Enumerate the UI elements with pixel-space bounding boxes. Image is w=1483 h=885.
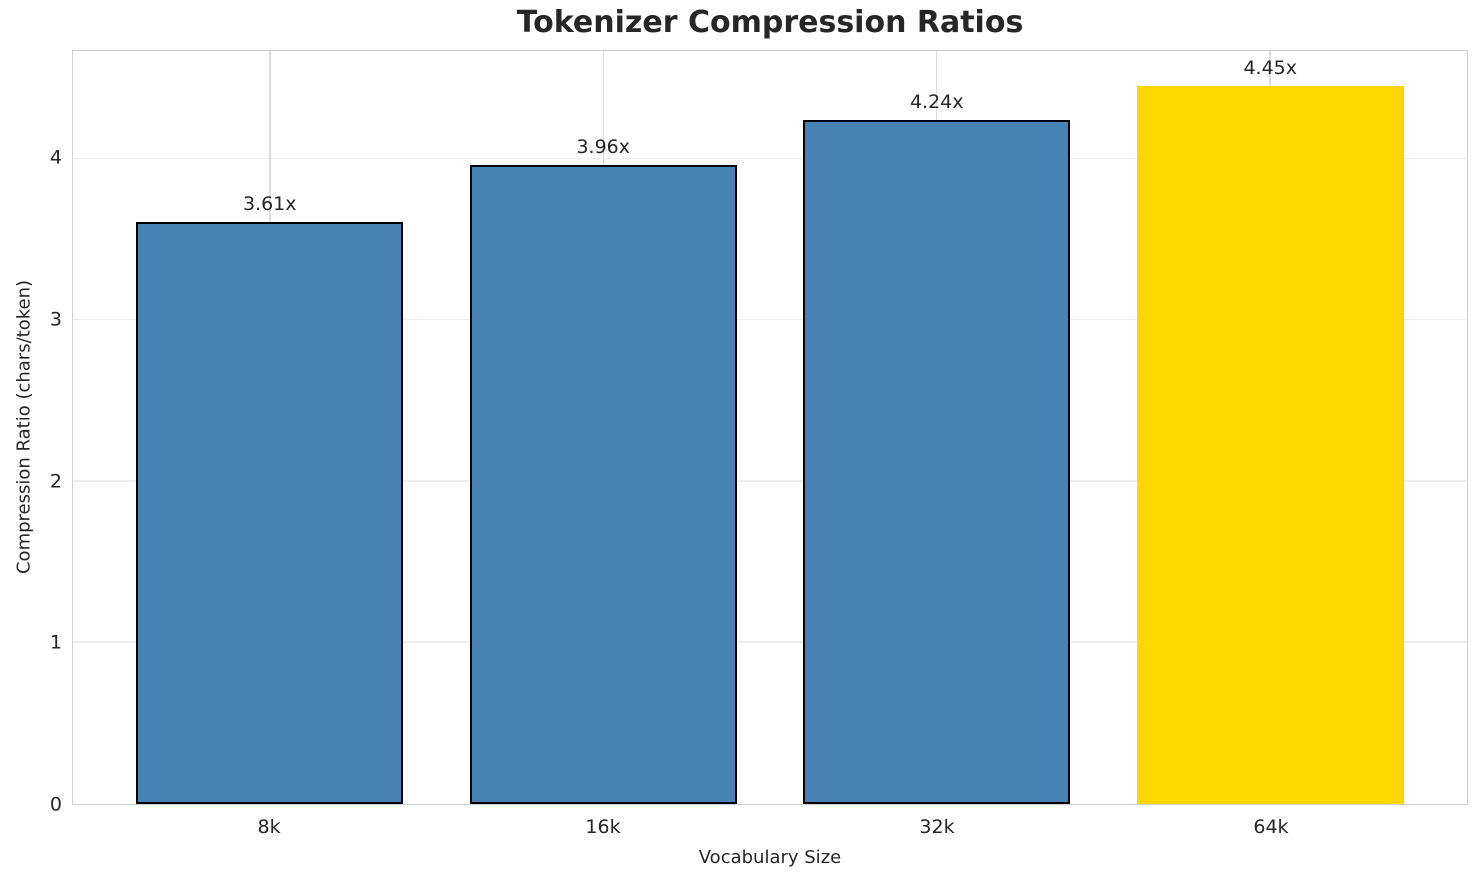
x-axis-ticks: 8k 16k 32k 64k xyxy=(72,805,1468,845)
y-tick-label: 0 xyxy=(49,793,62,816)
plot-area: 3.61x 3.96x 4.24x 4.45x xyxy=(72,50,1468,805)
x-axis-label: Vocabulary Size xyxy=(698,847,842,868)
bar-value-label: 3.96x xyxy=(576,136,631,159)
chart-title: Tokenizer Compression Ratios xyxy=(516,5,1024,40)
bar-32k xyxy=(803,120,1071,804)
x-tick-label: 16k xyxy=(585,816,621,838)
bar-8k xyxy=(136,221,404,804)
x-tick-label: 64k xyxy=(1253,816,1289,838)
horizontal-gridline xyxy=(73,480,1467,482)
y-tick-label: 2 xyxy=(49,470,62,493)
horizontal-gridline xyxy=(73,318,1467,321)
bar-16k xyxy=(469,165,737,804)
horizontal-gridline xyxy=(73,641,1467,643)
y-tick-label: 1 xyxy=(49,631,62,654)
horizontal-gridline xyxy=(73,157,1467,160)
bar-value-label: 3.61x xyxy=(242,192,297,215)
bar-value-label: 4.45x xyxy=(1243,57,1298,80)
x-tick-label: 32k xyxy=(919,816,955,838)
bar-value-label: 4.24x xyxy=(909,91,964,114)
y-tick-label: 4 xyxy=(49,146,62,169)
y-axis-ticks: 0 1 2 3 4 xyxy=(0,50,62,814)
y-tick-label: 3 xyxy=(49,308,62,331)
x-tick-label: 8k xyxy=(257,816,281,838)
bar-64k xyxy=(1136,86,1404,804)
y-axis-label: Compression Ratio (chars/token) xyxy=(13,279,35,575)
